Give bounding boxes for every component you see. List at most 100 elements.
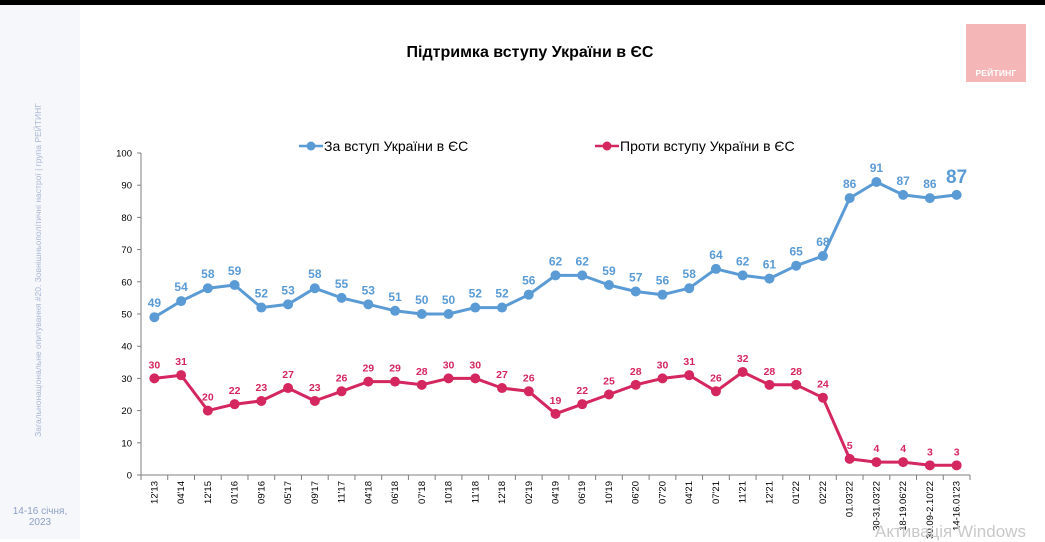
logo-text: РЕЙТИНГ [975, 68, 1017, 78]
series-0-label-17: 59 [602, 264, 616, 278]
x-tick-label-15: 04'19 [551, 481, 562, 504]
series-0-label-12: 52 [469, 287, 483, 301]
series-1-point-27 [871, 457, 882, 468]
series-1-point-10 [416, 379, 427, 390]
side-panel [0, 5, 80, 539]
series-1-label-16: 22 [576, 385, 588, 397]
x-tick-label-8: 04'18 [363, 481, 374, 504]
series-1-point-21 [710, 386, 721, 397]
series-0-point-19 [657, 289, 668, 300]
side-date-line1: 14-16 січня, [12, 506, 68, 517]
x-tick-label-21: 07'21 [711, 481, 722, 504]
legend-swatch-against [595, 141, 619, 151]
series-0-point-12 [470, 302, 481, 313]
series-0-label-22: 62 [736, 254, 750, 268]
series-0-point-11 [443, 309, 454, 319]
series-1-label-3: 22 [229, 385, 241, 397]
series-1-label-29: 3 [927, 446, 933, 458]
series-1-label-30: 3 [954, 446, 960, 458]
series-1-point-15 [550, 408, 561, 419]
series-0-point-6 [309, 283, 320, 294]
series-line-0 [153, 180, 957, 319]
series-1-label-7: 26 [336, 372, 348, 384]
series-1-label-28: 4 [900, 443, 906, 455]
series-1-label-11: 30 [443, 359, 455, 371]
chart-title: Підтримка вступу України в ЄС [406, 44, 654, 61]
series-1-point-29 [924, 460, 935, 471]
series-0-label-24: 65 [789, 245, 803, 259]
series-1-label-8: 29 [362, 363, 374, 375]
y-tick-label-0: 0 [127, 471, 132, 482]
series-1-point-14 [523, 386, 534, 397]
series-0-point-8 [363, 299, 374, 310]
series-0-point-3 [229, 280, 240, 291]
x-tick-label-9: 06'18 [390, 481, 401, 504]
series-1-point-17 [603, 389, 614, 400]
y-tick-label-8: 80 [121, 213, 132, 224]
y-tick-label-2: 20 [121, 406, 132, 417]
series-1-point-16 [577, 399, 588, 410]
series-0-label-15: 62 [549, 254, 563, 268]
series-0-label-25: 68 [816, 235, 830, 249]
series-1-label-19: 30 [657, 359, 669, 371]
series-1-point-18 [630, 379, 641, 390]
series-0-label-8: 53 [362, 283, 376, 297]
series-0-label-13: 52 [495, 287, 509, 301]
series-0-point-23 [764, 273, 775, 284]
x-tick-label-1: 04'14 [176, 481, 187, 504]
series-1-label-12: 30 [469, 359, 481, 371]
windows-watermark: Активація Windows [875, 522, 1026, 541]
series-1-point-3 [229, 399, 240, 410]
series-0-label-14: 56 [522, 274, 536, 288]
series-0-label-0: 49 [148, 296, 162, 310]
series-1-label-26: 5 [847, 440, 853, 452]
series-1-point-11 [443, 373, 454, 384]
legend-label-against: Проти вступу України в ЄС [620, 138, 795, 154]
series-0-point-4 [256, 302, 267, 313]
series-1-label-20: 31 [683, 356, 695, 368]
x-tick-label-10: 07'18 [417, 481, 428, 504]
x-tick-label-0: 12'13 [149, 481, 160, 504]
series-1-label-17: 25 [603, 376, 615, 388]
series-0-point-30 [951, 189, 962, 200]
series-0-point-14 [523, 289, 534, 300]
series-0-point-26 [844, 193, 855, 204]
series-1-label-13: 27 [496, 369, 508, 381]
series-0-label-28: 87 [896, 174, 910, 188]
series-0-point-28 [898, 189, 909, 200]
side-date-line2: 2023 [28, 517, 52, 528]
series-1-point-2 [202, 405, 213, 416]
series-1-point-5 [283, 383, 294, 394]
series-1-point-4 [256, 395, 267, 406]
series-1-label-5: 27 [282, 369, 294, 381]
series-1-label-24: 28 [790, 366, 802, 378]
series-1-point-19 [657, 373, 668, 384]
series-0-point-27 [871, 176, 882, 187]
x-tick-label-14: 02'19 [524, 481, 535, 504]
series-1-point-20 [684, 370, 695, 381]
series-0-label-23: 61 [763, 258, 777, 272]
series-0-point-15 [550, 270, 561, 281]
x-tick-label-11: 10'18 [444, 481, 455, 504]
side-date: 14-16 січня, 2023 [0, 506, 80, 528]
series-0-point-20 [684, 283, 695, 294]
series-1-point-25 [817, 392, 828, 403]
y-tick-label-1: 10 [121, 438, 132, 449]
series-0-label-3: 59 [228, 264, 242, 278]
series-0-label-30: 87 [946, 167, 967, 188]
legend-label-for: За вступ України в ЄС [324, 138, 469, 154]
x-tick-label-12: 11'18 [470, 481, 481, 503]
top-bar [0, 0, 1045, 5]
series-0-point-17 [603, 280, 614, 291]
series-1-point-7 [336, 386, 347, 397]
series-0-label-26: 86 [843, 177, 857, 191]
series-0-label-19: 56 [656, 274, 670, 288]
x-tick-label-26: 01.03'22 [845, 481, 856, 517]
series-0-label-9: 51 [388, 290, 402, 304]
series-0-label-1: 54 [174, 280, 188, 294]
series-0-point-21 [710, 263, 721, 274]
x-tick-label-30: 14-16.01'23 [952, 481, 963, 531]
x-tick-label-22: 11'21 [738, 481, 749, 503]
x-tick-label-29: 30.09-2.10'22 [925, 481, 936, 539]
